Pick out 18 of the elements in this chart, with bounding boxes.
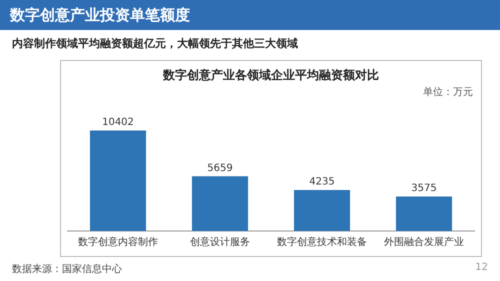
text: 12 <box>475 262 488 273</box>
bar <box>192 176 248 231</box>
chart-subtitle: 内容制作领域平均融资额超亿元，大幅领先于其他三大领域 <box>12 36 298 51</box>
chart-title: 数字创意产业投资单笔额度 <box>0 0 500 30</box>
data-label: 3575 <box>411 183 437 194</box>
bar <box>396 196 452 231</box>
source-note: 数据来源：国家信息中心 <box>12 262 122 276</box>
text: 数字创意产业各领域企业平均融资额对比 <box>162 67 380 84</box>
x-tick-label: 创意设计服务 <box>190 236 250 248</box>
x-tick-label: 外围融合发展产业 <box>384 236 464 248</box>
data-label: 10402 <box>102 117 134 128</box>
y-axis-title: 单位：万元 <box>423 86 473 99</box>
x-tick-label: 数字创意技术和装备 <box>277 236 367 248</box>
bar <box>294 190 350 231</box>
x-tick-label: 数字创意内容制作 <box>78 236 158 248</box>
data-label: 5659 <box>207 162 233 174</box>
data-label: 4235 <box>309 176 335 188</box>
bar <box>90 130 146 231</box>
